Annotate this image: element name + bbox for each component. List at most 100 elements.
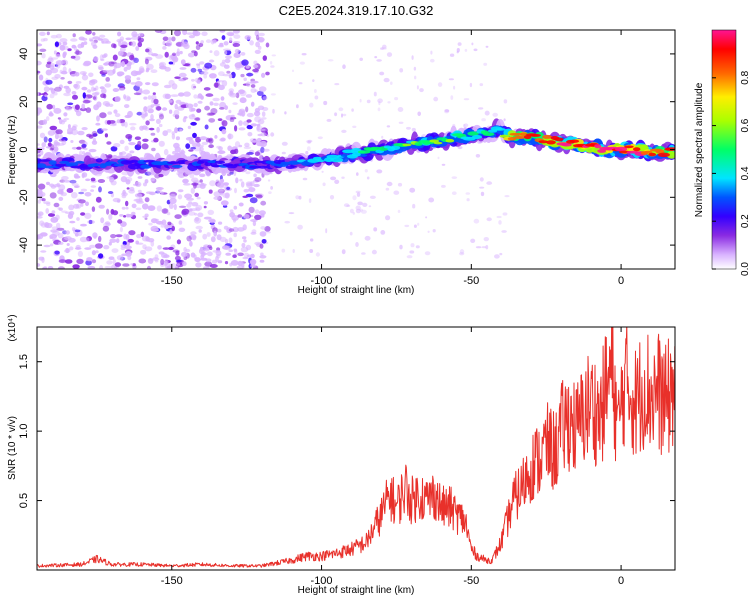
heatmap-noise-speck xyxy=(90,185,97,188)
heatmap-noise-speck xyxy=(457,146,463,150)
heatmap-noise-speck xyxy=(117,31,122,37)
heatmap-noise-speck xyxy=(101,73,106,77)
heatmap-noise-speck xyxy=(142,203,149,210)
heatmap-noise-speck xyxy=(126,64,132,70)
heatmap-noise-speck xyxy=(108,214,113,220)
heatmap-noise-speck xyxy=(155,118,161,125)
heatmap-noise-speck xyxy=(260,146,265,153)
heatmap-noise-speck xyxy=(386,181,393,187)
heatmap-noise-speck xyxy=(176,51,181,57)
heatmap-noise-speck xyxy=(156,126,160,133)
heatmap-noise-speck xyxy=(322,182,326,187)
heatmap-noise-speck xyxy=(111,43,116,48)
heatmap-noise-speck xyxy=(140,249,147,255)
heatmap-noise-speck xyxy=(250,101,255,107)
heatmap-noise-speck xyxy=(75,110,82,117)
heatmap-noise-speck xyxy=(109,123,117,127)
heatmap-noise-speck xyxy=(84,247,92,250)
heatmap-noise-speck xyxy=(118,88,125,91)
heatmap-noise-speck xyxy=(470,238,476,243)
heatmap-noise-speck xyxy=(49,192,57,199)
heatmap-noise-speck xyxy=(208,59,215,63)
heatmap-noise-speck xyxy=(203,87,211,91)
heatmap-noise-speck xyxy=(196,108,202,113)
heatmap-noise-speck xyxy=(267,179,271,182)
heatmap-noise-speck xyxy=(161,208,169,214)
heatmap-noise-speck xyxy=(240,73,245,78)
heatmap-noise-speck xyxy=(37,125,43,129)
heatmap-noise-speck xyxy=(234,48,240,54)
heatmap-noise-speck xyxy=(192,132,197,139)
heatmap-noise-speck xyxy=(377,107,381,112)
heatmap-noise-speck xyxy=(95,122,101,126)
heatmap-noise-speck xyxy=(71,146,78,150)
heatmap-noise-speck xyxy=(385,187,390,191)
heatmap-noise-speck xyxy=(124,121,128,128)
heatmap-noise-speck xyxy=(92,133,98,137)
heatmap-noise-speck xyxy=(177,189,184,193)
heatmap-noise-speck xyxy=(321,170,324,173)
heatmap-noise-speck xyxy=(165,40,173,47)
heatmap-noise-speck xyxy=(243,146,252,150)
heatmap-noise-speck xyxy=(207,209,215,215)
heatmap-ridge-cell xyxy=(529,133,542,137)
heatmap-noise-speck xyxy=(254,177,262,182)
heatmap-noise-speck xyxy=(39,232,48,237)
snr-multiplier-label: (x10⁴) xyxy=(7,314,18,341)
heatmap-noise-speck xyxy=(170,94,179,97)
heatmap-noise-speck xyxy=(463,123,466,128)
heatmap-noise-speck xyxy=(110,234,117,239)
heatmap-noise-speck xyxy=(107,191,114,194)
heatmap-noise-speck xyxy=(150,132,156,136)
heatmap-noise-speck xyxy=(69,179,77,184)
heatmap-noise-speck xyxy=(122,263,130,267)
heatmap-noise-speck xyxy=(250,140,258,143)
heatmap-noise-speck xyxy=(37,216,43,219)
heatmap-noise-speck xyxy=(75,244,81,249)
x-tick-label: -100 xyxy=(311,575,333,587)
heatmap-noise-speck xyxy=(96,115,100,122)
heatmap-noise-speck xyxy=(213,102,219,107)
heatmap-noise-speck xyxy=(138,258,147,264)
heatmap-noise-speck xyxy=(217,228,222,233)
x-tick-label: 0 xyxy=(618,575,624,587)
heatmap-noise-speck xyxy=(188,234,197,240)
heatmap-noise-speck xyxy=(57,117,62,120)
heatmap-noise-speck xyxy=(158,123,163,128)
heatmap-ridge-cell xyxy=(467,131,479,136)
heatmap-noise-speck xyxy=(409,187,416,193)
heatmap-noise-speck xyxy=(352,195,357,201)
heatmap-noise-speck xyxy=(119,214,124,217)
snr-y-ticks: 0.5 1.0 1.5 xyxy=(18,354,675,508)
heatmap-noise-speck xyxy=(203,266,210,269)
heatmap-noise-speck xyxy=(247,132,253,137)
heatmap-noise-speck xyxy=(224,245,231,251)
heatmap-noise-speck xyxy=(161,219,167,226)
heatmap-noise-speck xyxy=(228,73,233,79)
heatmap-noise-speck xyxy=(64,236,72,241)
heatmap-noise-speck xyxy=(108,241,112,246)
heatmap-noise-speck xyxy=(120,244,127,248)
heatmap-noise-speck xyxy=(74,229,81,233)
heatmap-noise-speck xyxy=(134,193,143,198)
heatmap-noise-speck xyxy=(292,249,295,253)
heatmap-noise-speck xyxy=(54,133,60,140)
heatmap-noise-speck xyxy=(352,212,355,215)
heatmap-noise-speck xyxy=(192,142,198,148)
heatmap-noise-speck xyxy=(245,81,251,87)
heatmap-noise-speck xyxy=(225,55,232,59)
heatmap-noise-speck xyxy=(233,52,241,58)
heatmap-noise-speck xyxy=(58,84,64,89)
heatmap-noise-speck xyxy=(261,239,267,244)
heatmap-noise-speck xyxy=(398,121,404,125)
heatmap-noise-speck xyxy=(265,42,270,48)
y-tick-label: 40 xyxy=(18,48,30,60)
heatmap-noise-speck xyxy=(58,118,63,125)
heatmap-noise-speck xyxy=(253,183,260,188)
heatmap-noise-speck xyxy=(259,140,268,148)
heatmap-noise-speck xyxy=(288,212,295,215)
heatmap-noise-speck xyxy=(281,151,286,155)
heatmap-noise-speck xyxy=(260,117,267,120)
heatmap-noise-speck xyxy=(54,250,60,255)
